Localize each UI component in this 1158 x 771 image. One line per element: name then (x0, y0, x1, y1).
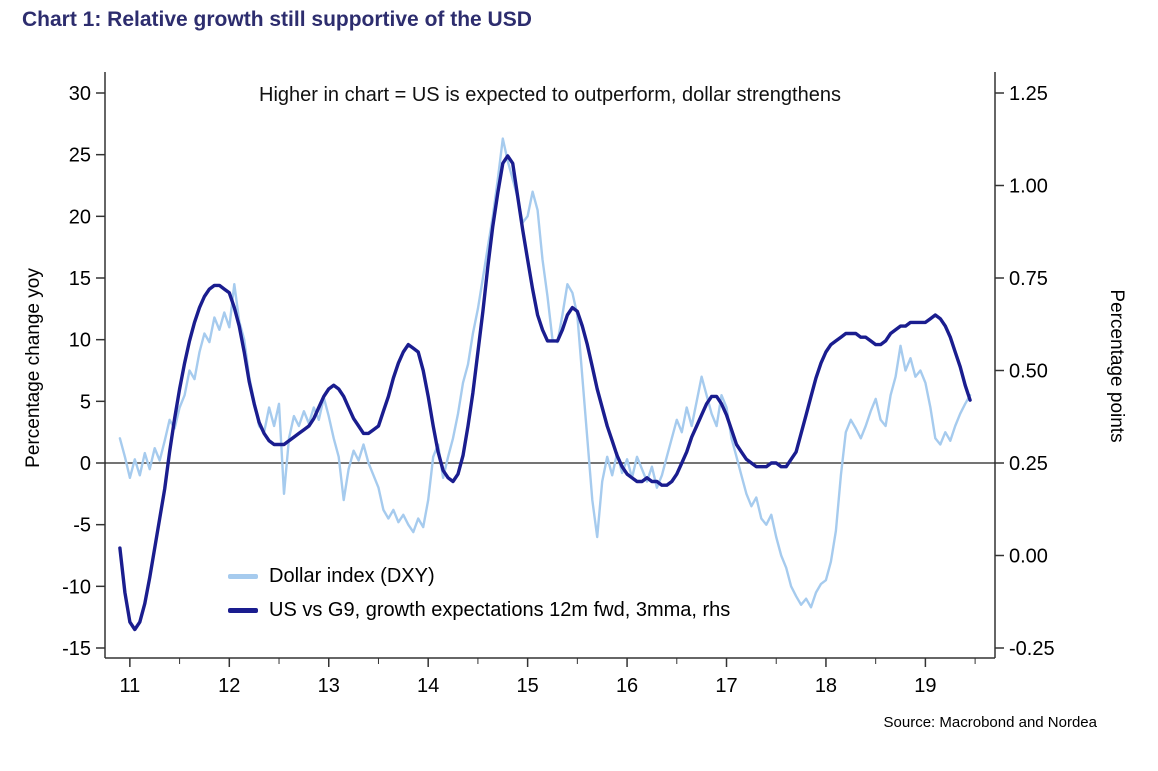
y-left-tick-label: -5 (73, 515, 91, 537)
x-tick-label: 19 (914, 675, 936, 697)
y-left-tick-label: 10 (69, 330, 91, 352)
legend-item-dxy: Dollar index (DXY) (228, 563, 730, 590)
legend-swatch (228, 574, 258, 579)
y-axis-left-label: Percentage change yoy (23, 268, 44, 468)
y-axis-right-label: Percentage points (1106, 289, 1127, 443)
x-tick-label: 18 (815, 675, 837, 697)
chart-annotation: Higher in chart = US is expected to outp… (259, 84, 841, 106)
y-right-tick-label: 0.50 (1009, 361, 1048, 383)
x-tick-label: 15 (517, 675, 539, 697)
y-right-tick-label: 0.00 (1009, 546, 1048, 568)
x-tick-label: 12 (218, 675, 240, 697)
y-right-tick-label: 0.75 (1009, 268, 1048, 290)
y-right-tick-label: 1.25 (1009, 83, 1048, 105)
x-tick-label: 13 (318, 675, 340, 697)
axes: 30 25 20 15 10 5 0 -5 -10 -15 1.25 1.00 0.75 0.50 0.25… (62, 72, 1055, 697)
y-right-tick-label: 1.00 (1009, 176, 1048, 198)
legend-label: Dollar index (DXY) (269, 565, 435, 587)
legend-label: US vs G9, growth expectations 12m fwd, 3… (269, 599, 731, 621)
legend-item-growth: US vs G9, growth expectations 12m fwd, 3… (228, 597, 730, 624)
chart-legend: Dollar index (DXY) US vs G9, growth expe… (228, 563, 730, 631)
x-tick-label: 16 (616, 675, 638, 697)
y-right-tick-label: -0.25 (1009, 638, 1055, 660)
y-left-tick-label: 5 (80, 391, 91, 413)
y-left-tick-label: 25 (69, 145, 91, 167)
y-left-tick-label: 0 (80, 453, 91, 475)
x-tick-label: 14 (417, 675, 439, 697)
x-tick-label: 11 (119, 675, 140, 697)
y-left-tick-label: 20 (69, 206, 91, 228)
legend-swatch (228, 608, 258, 613)
chart-title: Chart 1: Relative growth still supportiv… (22, 8, 532, 31)
series-line-2 (118, 154, 972, 632)
y-left-tick-label: -10 (62, 576, 91, 598)
y-left-tick-label: 15 (69, 268, 91, 290)
source-text: Source: Macrobond and Nordea (883, 714, 1097, 731)
y-left-tick-label: -15 (62, 638, 91, 660)
x-tick-label: 17 (715, 675, 737, 697)
y-right-tick-label: 0.25 (1009, 453, 1048, 475)
y-left-tick-label: 30 (69, 83, 91, 105)
